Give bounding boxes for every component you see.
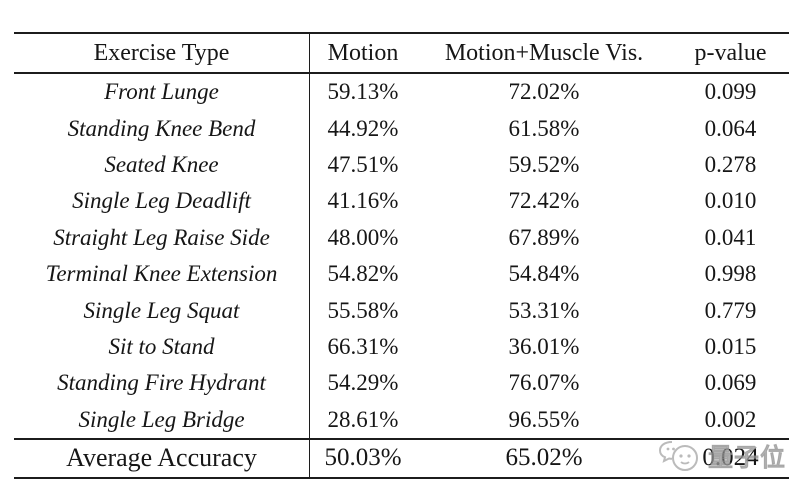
p-value-cell: 0.010 — [704, 188, 757, 214]
table-row: Sit to Stand 66.31% 36.01% 0.015 — [14, 328, 789, 366]
average-p-value-cell: 0.024 — [702, 444, 759, 472]
average-accuracy-label: Average Accuracy — [14, 439, 310, 477]
p-value-cell: 0.069 — [704, 370, 757, 396]
p-value-cell: 0.064 — [704, 115, 757, 141]
motion-cell: 54.29% — [327, 370, 399, 396]
motion-muscle-cell: 54.84% — [508, 261, 580, 287]
table-header-row: Exercise Type Motion Motion+Muscle Vis. … — [14, 34, 789, 74]
motion-cell: 48.00% — [327, 224, 399, 250]
exercise-cell: Single Leg Deadlift — [14, 183, 310, 220]
table-row: Standing Fire Hydrant 54.29% 76.07% 0.06… — [14, 365, 789, 402]
motion-cell: 55.58% — [327, 297, 399, 323]
header-p-value: p-value — [694, 39, 767, 66]
header-motion-muscle-vis: Motion+Muscle Vis. — [444, 39, 644, 66]
exercise-cell: Sit to Stand — [14, 328, 310, 366]
table-row: Terminal Knee Extension 54.82% 54.84% 0.… — [14, 255, 789, 293]
header-exercise-type: Exercise Type — [14, 34, 310, 72]
motion-muscle-cell: 61.58% — [508, 115, 580, 141]
motion-cell: 28.61% — [327, 406, 399, 432]
table-row: Single Leg Deadlift 41.16% 72.42% 0.010 — [14, 183, 789, 220]
table-row: Seated Knee 47.51% 59.52% 0.278 — [14, 146, 789, 184]
motion-muscle-cell: 67.89% — [508, 224, 580, 250]
exercise-cell: Seated Knee — [14, 146, 310, 184]
exercise-cell: Standing Knee Bend — [14, 110, 310, 147]
p-value-cell: 0.779 — [704, 297, 757, 323]
exercise-cell: Terminal Knee Extension — [14, 255, 310, 293]
motion-muscle-cell: 36.01% — [508, 333, 580, 359]
motion-cell: 41.16% — [327, 188, 399, 214]
table-row: Standing Knee Bend 44.92% 61.58% 0.064 — [14, 110, 789, 147]
header-motion: Motion — [327, 39, 399, 66]
motion-cell: 54.82% — [327, 261, 399, 287]
table-row: Straight Leg Raise Side 48.00% 67.89% 0.… — [14, 219, 789, 256]
p-value-cell: 0.041 — [704, 224, 757, 250]
motion-muscle-cell: 76.07% — [508, 370, 580, 396]
motion-muscle-cell: 72.42% — [508, 188, 580, 214]
motion-cell: 47.51% — [327, 151, 399, 177]
motion-cell: 66.31% — [327, 333, 399, 359]
table-footer-row: Average Accuracy 50.03% 65.02% 0.024 — [14, 437, 789, 477]
motion-cell: 59.13% — [327, 79, 399, 105]
p-value-cell: 0.998 — [704, 261, 757, 287]
average-motion-muscle-cell: 65.02% — [505, 444, 583, 472]
table-row: Single Leg Squat 55.58% 53.31% 0.779 — [14, 292, 789, 329]
exercise-cell: Standing Fire Hydrant — [14, 365, 310, 402]
results-table: Exercise Type Motion Motion+Muscle Vis. … — [14, 32, 789, 479]
table-row: Front Lunge 59.13% 72.02% 0.099 — [14, 74, 789, 111]
motion-cell: 44.92% — [327, 115, 399, 141]
p-value-cell: 0.015 — [704, 333, 757, 359]
p-value-cell: 0.002 — [704, 406, 757, 432]
exercise-cell: Straight Leg Raise Side — [14, 219, 310, 256]
exercise-cell: Front Lunge — [14, 74, 310, 111]
p-value-cell: 0.099 — [704, 79, 757, 105]
table-row: Single Leg Bridge 28.61% 96.55% 0.002 — [14, 401, 789, 438]
p-value-cell: 0.278 — [704, 151, 757, 177]
average-motion-cell: 50.03% — [324, 444, 402, 472]
motion-muscle-cell: 96.55% — [508, 406, 580, 432]
exercise-cell: Single Leg Bridge — [14, 401, 310, 438]
motion-muscle-cell: 72.02% — [508, 79, 580, 105]
exercise-cell: Single Leg Squat — [14, 292, 310, 329]
motion-muscle-cell: 59.52% — [508, 151, 580, 177]
motion-muscle-cell: 53.31% — [508, 297, 580, 323]
